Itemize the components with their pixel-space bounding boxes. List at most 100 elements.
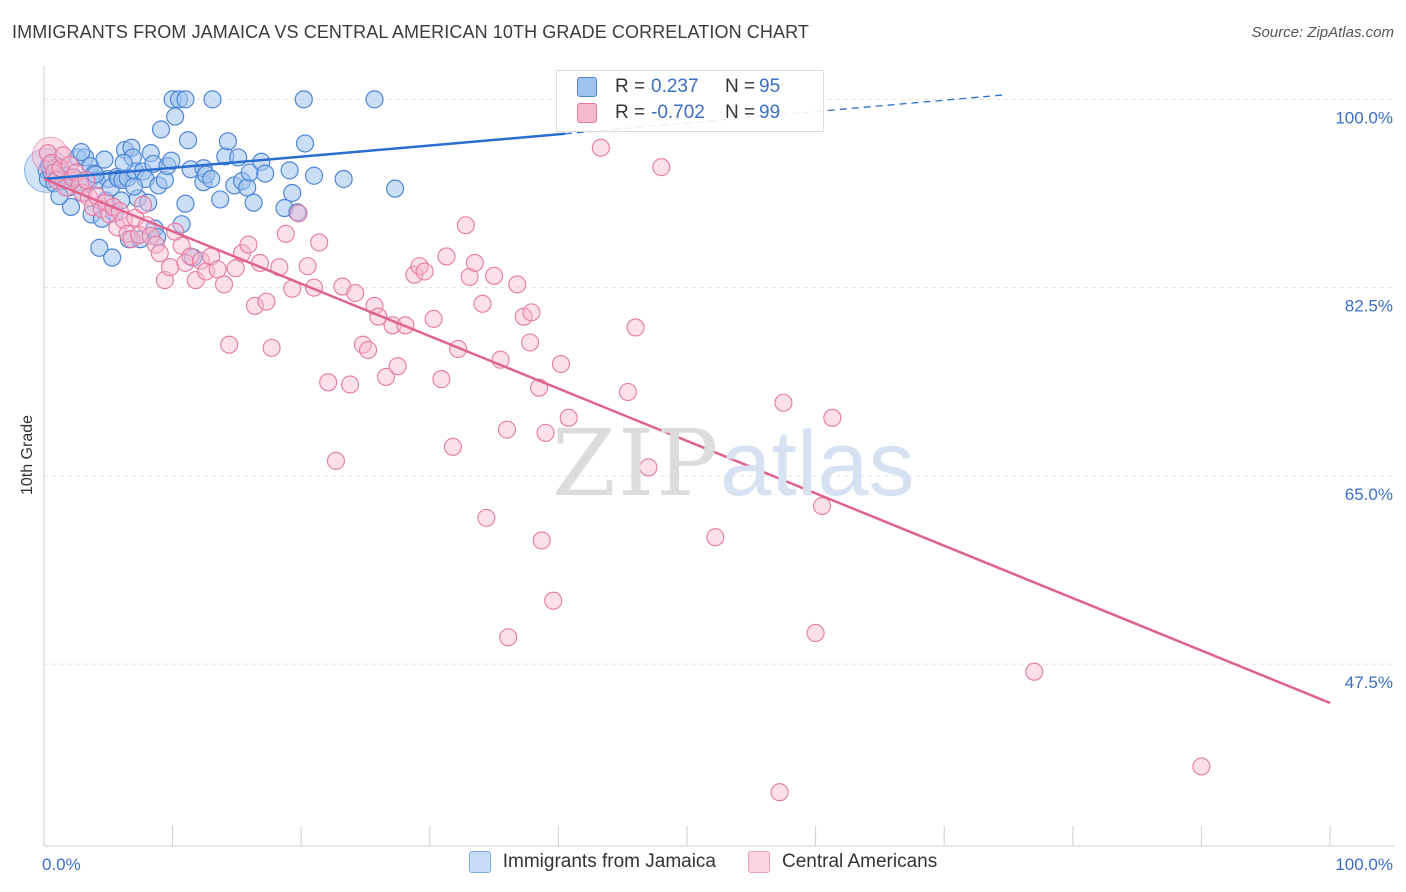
scatter-point-jamaica (166, 107, 185, 126)
scatter-point-jamaica (124, 177, 144, 196)
y-tick-label: 47.5% (1345, 673, 1393, 692)
legend-row-central-american: R = -0.702 N = 99 (577, 101, 780, 125)
scatter-point-central-american (326, 451, 345, 470)
scatter-point-central-american (359, 340, 378, 360)
scatter-point-central-american (310, 233, 329, 252)
scatter-point-central-american (652, 158, 671, 177)
scatter-point-jamaica (176, 194, 195, 213)
x-tick-label-end: 100.0% (1335, 855, 1393, 874)
scatter-point-central-american (405, 265, 424, 284)
scatter-point-jamaica (203, 90, 222, 109)
scatter-point-central-american (499, 628, 518, 647)
scatter-point-central-american (298, 257, 317, 276)
watermark: ZIPatlas (552, 410, 915, 517)
legend-label-central-american: Central Americans (782, 851, 938, 872)
legend-swatch-jamaica (577, 77, 597, 97)
scatter-point-central-american (226, 259, 245, 278)
watermark-atlas: atlas (720, 413, 915, 515)
scatter-point-central-american (639, 458, 658, 477)
scatter-point-central-american (477, 508, 496, 527)
trend-line-jamaica (43, 132, 565, 181)
scatter-point-central-american (410, 257, 429, 276)
scatter-point-central-american (415, 262, 434, 281)
legend-swatch-central-american (577, 103, 597, 123)
scatter-point-central-american (432, 370, 451, 389)
scatter-point-jamaica (334, 169, 353, 189)
scatter-point-jamaica (218, 132, 237, 151)
scatter-point-jamaica (176, 90, 195, 109)
scatter-point-jamaica (365, 90, 384, 109)
scatter-point-central-american (424, 309, 443, 328)
scatter-point-jamaica (95, 150, 114, 169)
legend-item-central-american[interactable]: Central Americans (748, 851, 937, 873)
scatter-point-central-american (181, 247, 200, 266)
scatter-point-central-american (239, 235, 258, 254)
legend-swatch-jamaica (468, 851, 491, 873)
scatter-point-central-american (812, 496, 832, 516)
scatter-point-central-american (54, 146, 73, 165)
series-legend: Immigrants from Jamaica Central American… (0, 851, 1406, 873)
scatter-point-central-american (341, 375, 360, 394)
y-tick-label: 65.0% (1345, 485, 1393, 504)
scatter-point-jamaica (90, 238, 109, 257)
scatter-point-central-american (388, 357, 407, 376)
scatter-point-jamaica (288, 203, 307, 222)
legend-n-label: N = (725, 102, 756, 123)
scatter-point-central-american (257, 292, 276, 311)
scatter-point-central-american (770, 783, 789, 802)
scatter-point-central-american (220, 335, 239, 354)
scatter-point-central-american (508, 275, 527, 294)
legend-r-label: R = (615, 102, 646, 123)
tick-labels: 47.5% 65.0% 82.5% 100.0% 0.0% 100.0% (42, 108, 1393, 874)
legend-r-value: 0.237 (651, 76, 699, 97)
legend-n-value: 99 (759, 102, 781, 123)
scatter-point-jamaica (295, 134, 315, 153)
scatter-point-central-american (191, 251, 210, 270)
y-tick-label: 100.0% (1335, 108, 1393, 127)
y-tick-label: 82.5% (1345, 297, 1393, 316)
scatter-point-jamaica (244, 193, 263, 212)
legend-n-value: 95 (759, 76, 781, 97)
scatter-point-jamaica (294, 90, 313, 109)
scatter-point-jamaica (202, 169, 221, 189)
scatter-point-jamaica (151, 120, 171, 139)
scatter-point-central-american (823, 408, 842, 427)
scatter-point-central-american (774, 393, 793, 412)
scatter-point-central-american (465, 253, 484, 272)
scatter-point-central-american (485, 266, 504, 285)
scatter-point-central-american (437, 247, 456, 266)
scatter-point-central-american (497, 420, 517, 439)
legend-label-jamaica: Immigrants from Jamaica (502, 851, 717, 872)
scatter-point-central-american (1025, 662, 1044, 681)
scatter-point-central-american (276, 224, 295, 243)
scatter-point-central-american (319, 373, 338, 392)
series-central-american-points (31, 136, 1211, 802)
scatter-point-jamaica (283, 183, 302, 203)
scatter-point-central-american (353, 335, 372, 354)
scatter-point-jamaica (256, 164, 275, 183)
scatter-point-central-american (150, 244, 169, 263)
watermark-zip: ZIP (552, 410, 721, 517)
legend-r-label: R = (615, 76, 646, 97)
scatter-point-central-american (214, 275, 234, 294)
scatter-point-central-american (160, 258, 180, 277)
scatter-point-central-american (706, 528, 725, 547)
scatter-point-central-american-large (31, 136, 69, 174)
scatter-point-jamaica (72, 142, 91, 162)
scatter-point-central-american (245, 296, 264, 315)
scatter-point-central-american (38, 144, 57, 163)
scatter-point-central-american (806, 623, 825, 643)
scatter-point-jamaica (178, 131, 198, 150)
scatter-point-jamaica (304, 166, 324, 185)
scatter-point-central-american (133, 195, 153, 214)
scatter-point-central-american (443, 437, 462, 456)
scatter-point-central-american (618, 382, 637, 402)
scatter-point-jamaica (162, 151, 181, 170)
source-label: Source: ZipAtlas.com (1251, 24, 1394, 41)
legend-r-value: -0.702 (651, 102, 705, 123)
scatter-point-central-american (544, 591, 563, 610)
scatter-point-central-american (521, 333, 540, 352)
legend-item-jamaica[interactable]: Immigrants from Jamaica (468, 851, 717, 873)
scatter-point-jamaica (385, 179, 405, 198)
legend-row-jamaica: R = 0.237 N = 95 (577, 75, 780, 99)
